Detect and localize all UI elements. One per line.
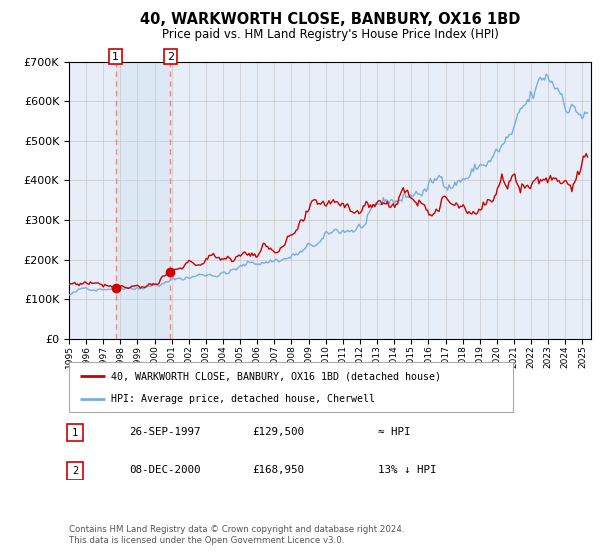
Text: 1: 1 bbox=[72, 428, 78, 438]
Text: 40, WARKWORTH CLOSE, BANBURY, OX16 1BD (detached house): 40, WARKWORTH CLOSE, BANBURY, OX16 1BD (… bbox=[111, 371, 441, 381]
FancyBboxPatch shape bbox=[69, 362, 513, 412]
Text: £168,950: £168,950 bbox=[252, 465, 304, 475]
Text: HPI: Average price, detached house, Cherwell: HPI: Average price, detached house, Cher… bbox=[111, 394, 375, 404]
FancyBboxPatch shape bbox=[67, 463, 83, 479]
Text: 1: 1 bbox=[112, 52, 119, 62]
FancyBboxPatch shape bbox=[67, 424, 83, 441]
Text: 2: 2 bbox=[167, 52, 174, 62]
Text: 40, WARKWORTH CLOSE, BANBURY, OX16 1BD: 40, WARKWORTH CLOSE, BANBURY, OX16 1BD bbox=[140, 12, 520, 27]
Text: 13% ↓ HPI: 13% ↓ HPI bbox=[378, 465, 437, 475]
Text: ≈ HPI: ≈ HPI bbox=[378, 427, 410, 437]
Text: £129,500: £129,500 bbox=[252, 427, 304, 437]
Text: 2: 2 bbox=[72, 466, 78, 476]
Text: 08-DEC-2000: 08-DEC-2000 bbox=[129, 465, 200, 475]
Bar bbox=[116, 62, 170, 339]
Text: Price paid vs. HM Land Registry's House Price Index (HPI): Price paid vs. HM Land Registry's House … bbox=[161, 28, 499, 41]
Text: Contains HM Land Registry data © Crown copyright and database right 2024.
This d: Contains HM Land Registry data © Crown c… bbox=[69, 525, 404, 545]
Text: 26-SEP-1997: 26-SEP-1997 bbox=[129, 427, 200, 437]
